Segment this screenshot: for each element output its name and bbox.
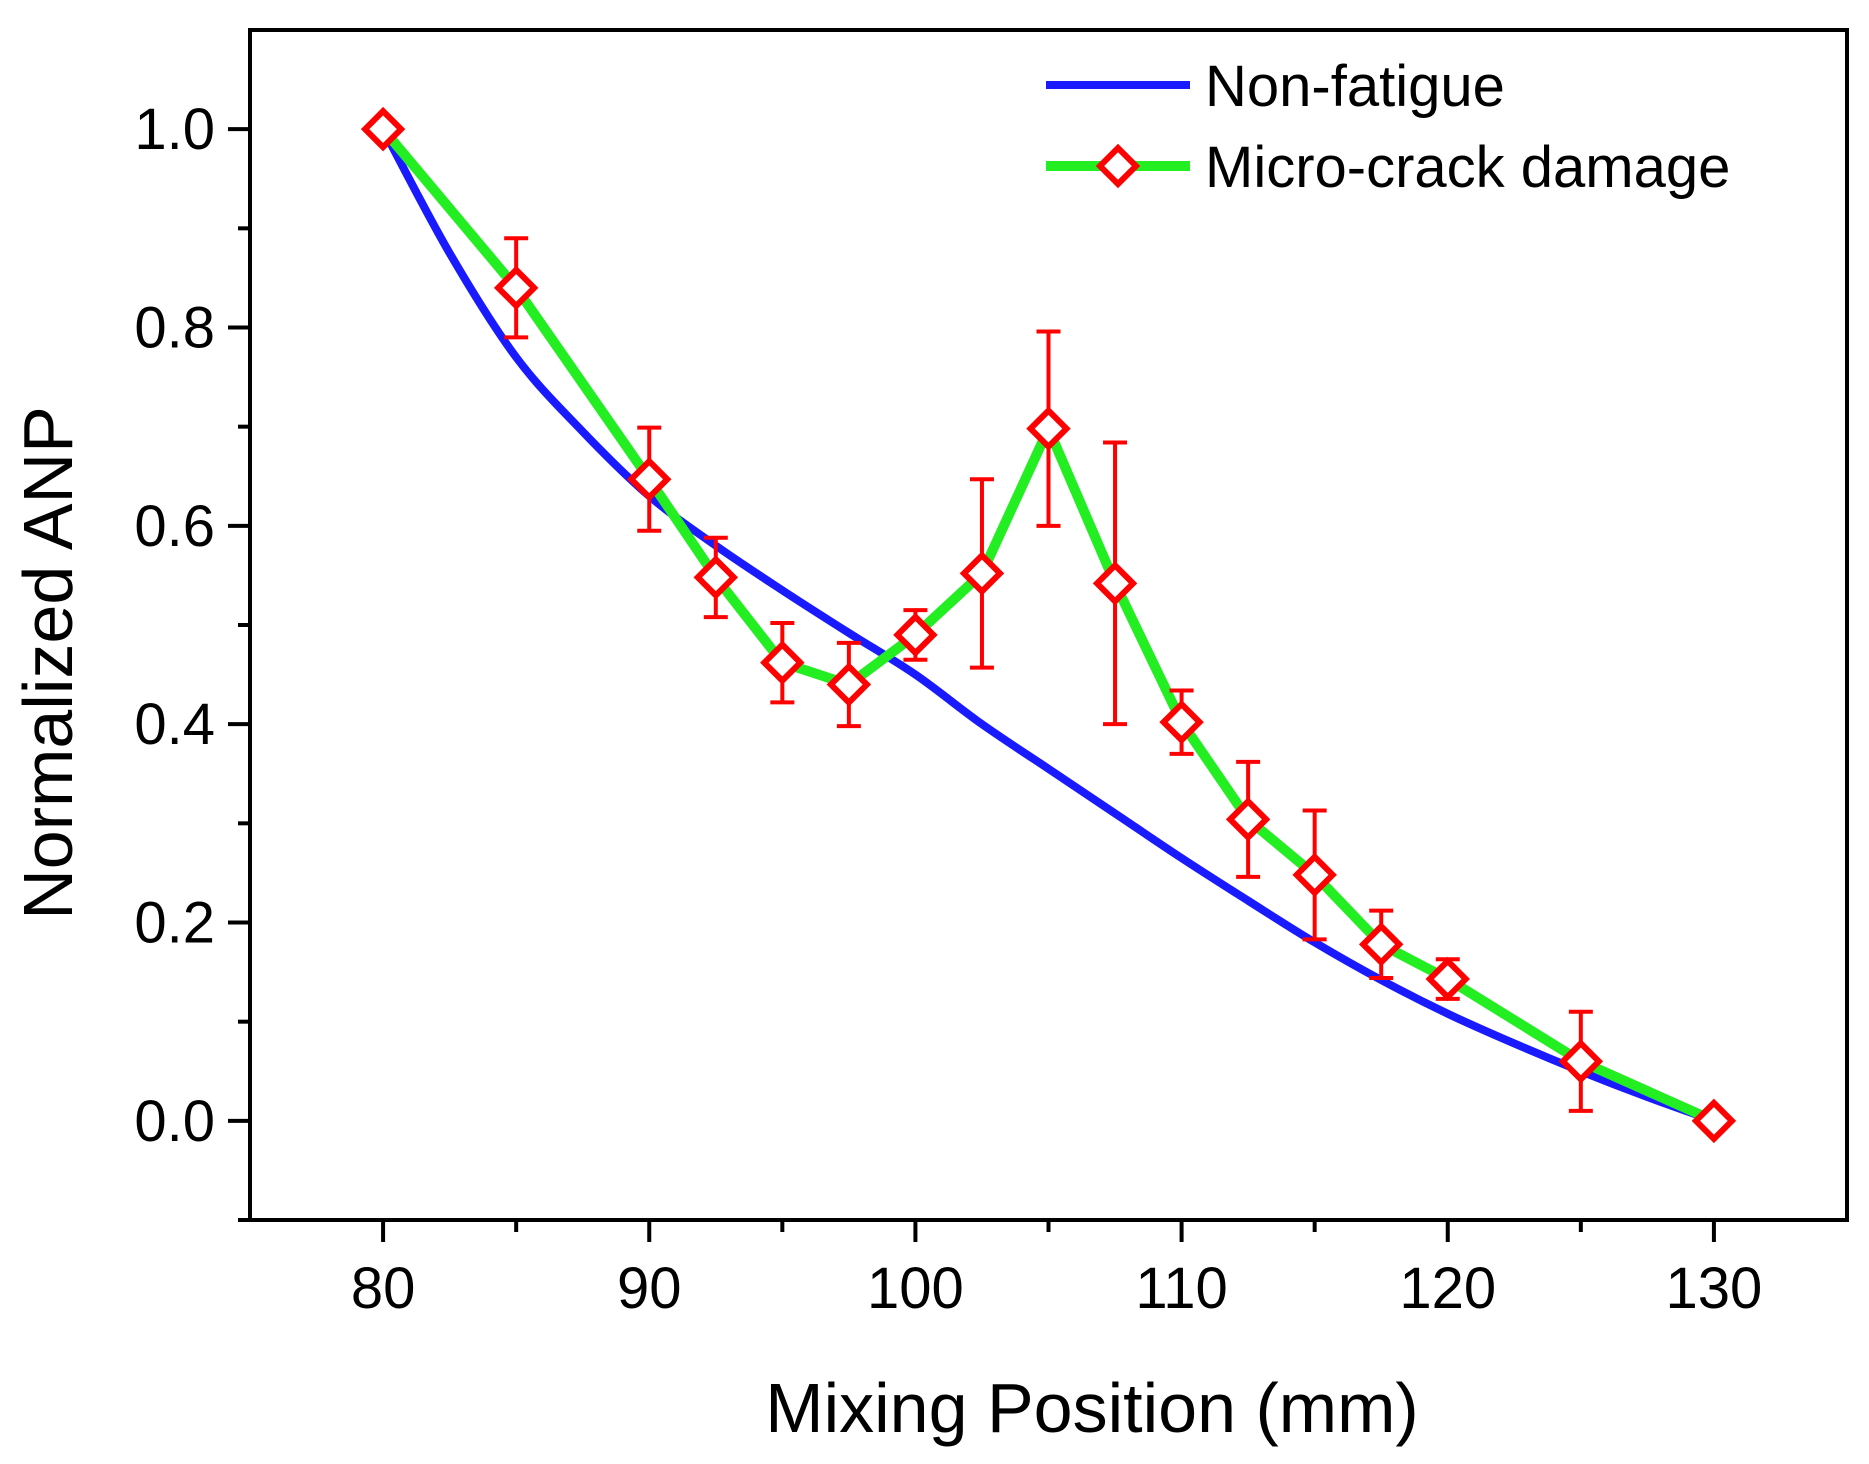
data-point-marker	[1159, 699, 1204, 745]
series-line-non-fatigue	[379, 127, 1716, 1125]
y-tick-label: 0.0	[134, 1089, 215, 1154]
data-point-marker	[893, 612, 938, 658]
y-axis-title: Normalized ANP	[9, 406, 87, 920]
x-tick-label: 130	[1666, 1256, 1763, 1321]
legend-marker-micro-crack-damage	[1095, 143, 1141, 189]
data-point-marker	[1358, 922, 1404, 967]
x-tick-label: 90	[617, 1256, 682, 1321]
y-axis-ticks: 0.0 0.2 0.4 0.6 0.8 1.0	[134, 97, 250, 1222]
data-point-marker	[493, 265, 539, 311]
data-point-marker	[826, 662, 872, 707]
x-tick-label: 100	[867, 1256, 964, 1321]
x-axis-title: Mixing Position (mm)	[765, 1369, 1418, 1447]
data-point-marker	[1225, 797, 1271, 842]
x-tick-label: 120	[1399, 1256, 1496, 1321]
data-point-marker	[1558, 1039, 1604, 1084]
y-tick-label: 0.4	[134, 692, 215, 757]
series-line-micro-crack-damage	[379, 125, 1716, 1126]
data-point-marker	[1292, 852, 1337, 898]
y-tick-label: 0.8	[134, 296, 215, 361]
data-point-marker	[627, 456, 672, 502]
y-tick-label: 0.2	[134, 891, 215, 956]
y-tick-label: 1.0	[134, 97, 215, 162]
y-tick-label: 0.6	[134, 494, 215, 559]
data-point-marker	[760, 640, 805, 685]
data-point-marker	[693, 555, 739, 600]
data-point-marker	[1026, 406, 1071, 451]
x-tick-label: 80	[351, 1256, 416, 1321]
legend: Non-fatigue Micro-crack damage	[1046, 54, 1730, 200]
data-point-marker	[959, 551, 1005, 596]
data-point-marker	[1092, 561, 1138, 606]
x-tick-label: 110	[1135, 1256, 1227, 1321]
data-point-marker	[360, 106, 406, 152]
data-point-marker	[1691, 1098, 1737, 1144]
data-point-marker	[1425, 956, 1470, 1002]
plot-frame	[248, 28, 1849, 1222]
x-axis-ticks: 80 90 100 110 120 130	[351, 1220, 1762, 1321]
legend-label-micro-crack-damage: Micro-crack damage	[1205, 135, 1730, 200]
series-layer	[360, 106, 1737, 1144]
legend-label-non-fatigue: Non-fatigue	[1205, 54, 1505, 119]
